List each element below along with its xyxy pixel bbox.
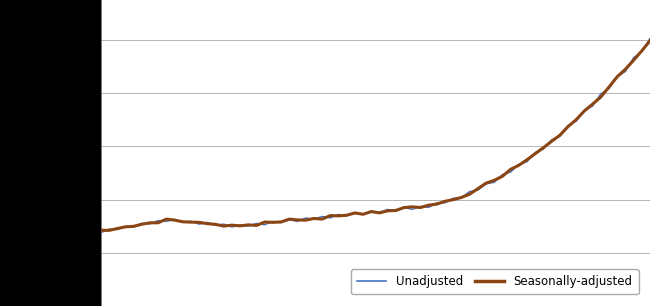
Legend: Unadjusted, Seasonally-adjusted: Unadjusted, Seasonally-adjusted bbox=[351, 269, 638, 294]
